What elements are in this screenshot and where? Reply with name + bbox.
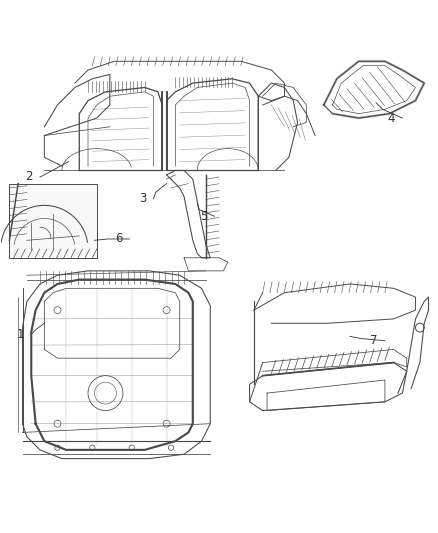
Text: 3: 3 (139, 192, 146, 205)
Text: 4: 4 (388, 111, 395, 125)
Text: 1: 1 (17, 328, 24, 341)
Text: 6: 6 (115, 232, 122, 246)
Text: 7: 7 (370, 334, 378, 347)
Text: 2: 2 (25, 171, 33, 183)
Text: 5: 5 (200, 210, 208, 223)
Bar (10, 183, 97, 258)
